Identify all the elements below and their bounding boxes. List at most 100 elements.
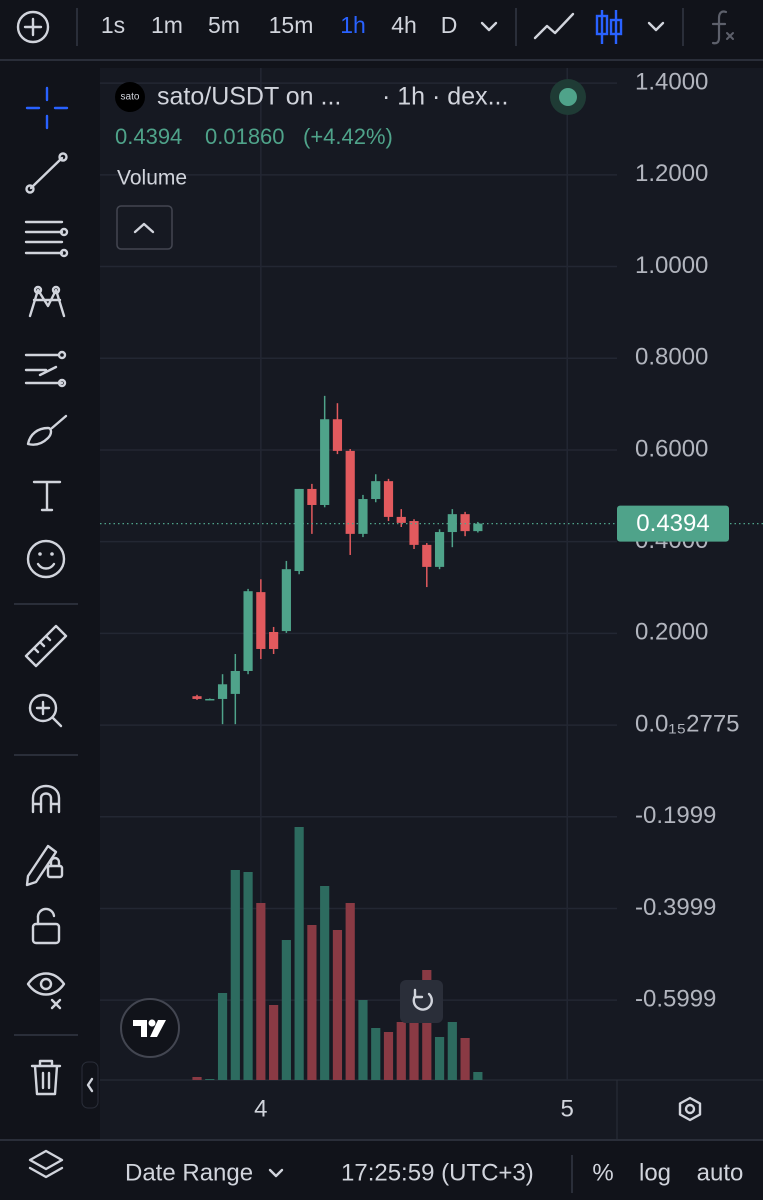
volume-bar — [307, 925, 317, 1080]
price-change-percent: (+4.42%) — [303, 124, 393, 149]
crosshair-tool[interactable] — [25, 86, 69, 130]
volume-bar — [460, 1038, 470, 1080]
lock-tool[interactable] — [31, 907, 61, 945]
candle-body — [358, 499, 368, 534]
candle-body — [409, 521, 419, 545]
volume-bar — [281, 940, 291, 1080]
volume-bar — [434, 1037, 445, 1080]
symbol-logo — [115, 82, 145, 112]
price-change: 0.01860 — [205, 124, 285, 149]
candle-body — [205, 698, 215, 701]
candle-body — [230, 670, 240, 694]
candle-body — [217, 684, 228, 699]
interval-button[interactable]: 1h — [340, 12, 366, 38]
measure-tool[interactable] — [24, 624, 68, 668]
date-range-dropdown[interactable] — [268, 1168, 284, 1178]
volume-bar — [217, 993, 228, 1080]
candle-body — [256, 592, 266, 649]
y-tick-label: 0.0₁₅2775 — [635, 710, 740, 737]
fib-tool[interactable] — [24, 220, 69, 258]
y-tick-label: 0.8000 — [635, 344, 708, 371]
volume-bar — [205, 1079, 215, 1080]
pattern-tool[interactable] — [28, 285, 66, 318]
line-chart-button[interactable] — [533, 12, 575, 40]
volume-series — [192, 827, 483, 1080]
candle-chart-button[interactable] — [595, 10, 623, 44]
text-tool[interactable] — [32, 480, 62, 512]
volume-bar — [192, 1077, 202, 1080]
y-tick-label: 1.0000 — [635, 252, 708, 279]
auto-toggle[interactable]: auto — [697, 1159, 744, 1186]
study-name[interactable]: Volume — [117, 167, 187, 190]
volume-bar — [332, 930, 343, 1080]
candle-body — [192, 696, 202, 699]
collapse-button[interactable] — [116, 205, 173, 250]
indicators-button[interactable] — [711, 10, 734, 45]
interval-button[interactable]: 1m — [151, 12, 183, 38]
chart-pane — [100, 68, 763, 1140]
candle-body — [281, 569, 291, 632]
candle-body — [332, 419, 343, 451]
y-tick-label: 0.6000 — [635, 435, 708, 462]
chart-type-dropdown[interactable] — [647, 21, 665, 32]
status-dot — [559, 88, 577, 106]
prediction-tool[interactable] — [24, 350, 67, 388]
delete-tool[interactable] — [30, 1059, 62, 1096]
interval-button[interactable]: 1s — [101, 12, 125, 38]
volume-bar — [294, 827, 304, 1080]
x-tick-label: 5 — [561, 1095, 574, 1122]
visibility-tool[interactable] — [26, 972, 66, 1010]
brush-tool[interactable] — [26, 414, 68, 446]
volume-bar — [230, 870, 240, 1080]
candle-body — [383, 481, 394, 517]
reset-button[interactable] — [400, 980, 443, 1023]
last-price: 0.4394 — [115, 124, 182, 149]
last-price-label: 0.4394 — [636, 510, 709, 537]
add-symbol-button[interactable] — [16, 10, 50, 44]
layers-button[interactable] — [28, 1149, 64, 1179]
zoom-tool[interactable] — [28, 693, 63, 728]
clock[interactable]: 17:25:59 (UTC+3) — [341, 1159, 534, 1186]
interval-button[interactable]: 4h — [391, 12, 417, 38]
date-range-button[interactable]: Date Range — [125, 1159, 253, 1186]
candle-body — [294, 488, 304, 572]
candle-body — [371, 481, 381, 500]
magnet-tool[interactable] — [31, 784, 61, 814]
percent-toggle[interactable]: % — [592, 1159, 613, 1186]
volume-bar — [409, 992, 419, 1080]
log-toggle[interactable]: log — [639, 1159, 671, 1186]
lock-drawing-tool[interactable] — [25, 844, 64, 887]
emoji-tool[interactable] — [26, 539, 66, 579]
volume-bar — [243, 872, 253, 1080]
sidebar-toggle[interactable] — [81, 1061, 99, 1109]
candle-body — [460, 514, 470, 532]
volume-bar — [422, 970, 432, 1080]
candle-body — [243, 591, 253, 671]
settings-button[interactable] — [678, 1096, 702, 1122]
candle-body — [320, 419, 330, 505]
symbol-name[interactable]: sato/USDT on ... — [157, 83, 341, 111]
interval-dropdown[interactable] — [480, 21, 498, 32]
tradingview-logo[interactable] — [120, 998, 180, 1058]
y-tick-label: 1.2000 — [635, 160, 708, 187]
y-tick-label: 0.2000 — [635, 619, 708, 646]
candle-body — [434, 532, 445, 567]
volume-bar — [269, 1005, 279, 1080]
interval-group: 1s 1m 5m 15m 1h 4h D — [101, 12, 457, 38]
volume-bar — [256, 903, 266, 1080]
trend-line-tool[interactable] — [25, 152, 68, 194]
y-tick-label: -0.5999 — [635, 986, 716, 1013]
interval-button[interactable]: 15m — [269, 12, 314, 38]
candle-body — [473, 523, 483, 532]
volume-bar — [473, 1072, 483, 1080]
interval-button[interactable]: 5m — [208, 12, 240, 38]
volume-bar — [358, 1000, 368, 1080]
interval-button[interactable]: D — [441, 12, 458, 38]
symbol-interval: · 1h · dex... — [382, 83, 508, 111]
candle-body — [307, 488, 317, 505]
volume-bar — [447, 1022, 457, 1080]
volume-bar — [345, 903, 355, 1080]
volume-bar — [383, 1032, 394, 1080]
